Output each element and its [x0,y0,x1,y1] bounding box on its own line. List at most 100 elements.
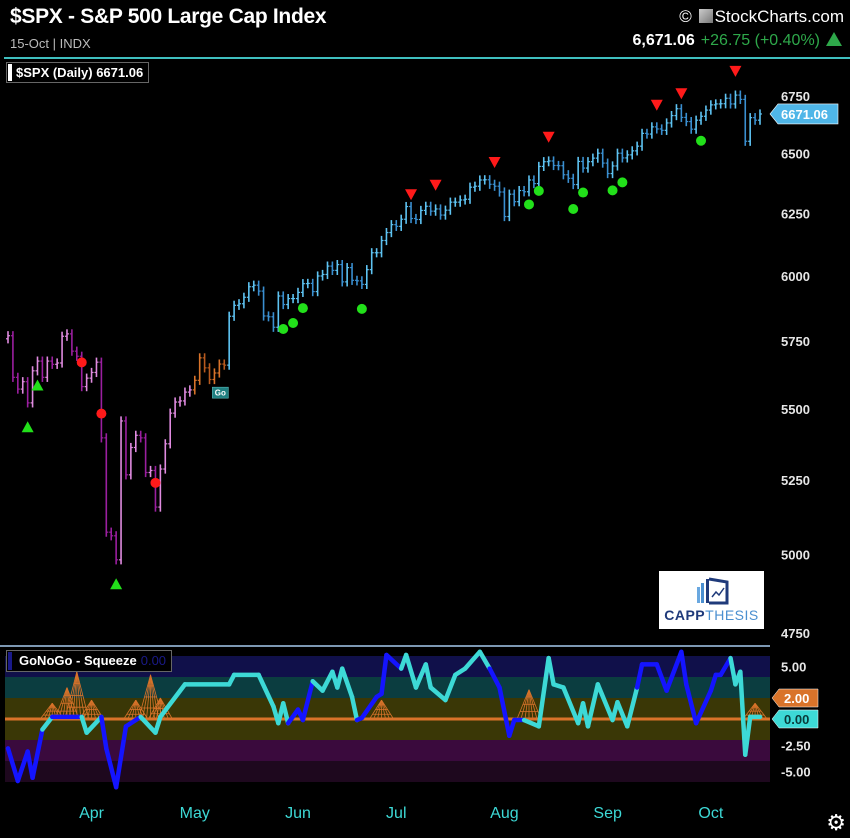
price-bar [379,235,384,258]
price-bar [487,175,492,189]
oscillator-segment [728,655,738,687]
signal-dot-marker [297,303,308,314]
signal-triangle-down-marker [429,179,442,191]
price-bar [281,291,286,310]
x-axis-month-label: Apr [79,805,105,822]
price-bar [340,259,345,287]
x-axis-month-label: May [180,805,210,822]
price-bar [237,299,242,310]
price-bar [708,100,713,115]
price-bar [758,109,762,125]
price-bar [128,442,133,480]
price-bar [143,433,148,478]
signal-dot-marker [533,185,544,196]
price-bar [423,201,428,216]
price-bar [261,286,266,321]
squeeze-spike [516,689,542,720]
oscillator-segment [546,655,556,687]
signal-dot-marker [578,187,589,198]
oscillator-segment [561,685,581,726]
price-axis-label: 4750 [781,626,810,641]
signal-dot-marker [96,408,107,419]
oscillator-segment [684,682,699,726]
price-bar [733,90,738,109]
settings-gear-icon[interactable]: ⚙ [826,810,846,835]
price-bar [404,201,409,224]
price-bar [55,358,60,369]
price-bar [590,153,595,167]
x-axis-month-label: Oct [698,805,723,822]
price-bar [526,175,531,197]
oscillator-segment [615,699,630,729]
price-bar [30,366,35,408]
price-bar [20,377,25,394]
signal-dot-marker [696,135,707,146]
price-bar [748,113,753,146]
price-bar [295,287,300,304]
signal-dot-marker [523,199,534,210]
price-bar [320,269,325,281]
price-bar [482,175,487,185]
go-label-text: Go [215,389,226,398]
price-bar [654,122,659,134]
oscillator-legend-label: GoNoGo - Squeeze [19,653,137,668]
price-bar [99,357,104,443]
oscillator-segment [104,746,119,790]
price-bar [291,293,296,304]
price-bar [153,465,158,512]
oscillator-segment [428,685,448,703]
signal-dot-marker [76,357,87,368]
price-bar [630,146,635,160]
quote: 6,671.06 +26.75 (+0.40%) [633,32,842,50]
price-bar [477,175,482,191]
price-bar [595,148,600,163]
price-bar [541,157,546,172]
price-bar [468,182,473,204]
brand[interactable]: © StockCharts.com [679,7,844,27]
price-legend[interactable]: $SPX (Daily) 6671.06 [6,62,150,83]
squeeze-spike [369,699,394,720]
oscillator-segment [256,672,276,709]
price-bar [718,99,723,109]
oscillator-segment [15,749,30,784]
oscillator-segment [300,678,315,723]
price-bar [350,263,355,285]
signal-dot-marker [356,303,367,314]
oscillator-segment [79,714,89,735]
price-bar [689,116,694,134]
price-bar [674,104,679,121]
oscillator-band [5,740,770,761]
price-bar [119,416,124,565]
oscillator-segment [477,649,492,671]
price-bar [310,278,315,297]
price-bar [15,372,20,394]
price-bar [644,128,649,139]
price-bar [222,359,227,370]
oscillator-band [5,656,770,677]
up-arrow-icon [826,32,842,46]
oscillator-segment [536,655,551,729]
oscillator-segment [625,685,640,729]
price-bar [694,115,699,134]
price-bar [6,331,10,344]
price-bar [413,213,418,225]
oscillator-legend[interactable]: GoNoGo - Squeeze 0.00 [6,650,173,672]
logo-text-thesis: THESIS [705,607,759,623]
price-bar [241,292,246,309]
price-bar [522,185,527,197]
oscillator-segment [379,652,389,697]
oscillator-segment [413,662,429,690]
oscillator-segment [5,746,21,784]
oscillator-segment [113,724,129,790]
price-bar [251,280,256,292]
signal-triangle-down-marker [488,156,501,168]
oscillator-segment [679,649,689,687]
signal-triangle-down-marker [675,88,688,100]
price-bar [497,181,502,197]
price-bar [84,373,89,392]
price-bar [69,329,74,356]
price-bar [546,156,551,167]
oscillator-segment [403,652,419,690]
signal-triangle-up-marker [21,421,34,433]
price-bar [443,205,448,220]
